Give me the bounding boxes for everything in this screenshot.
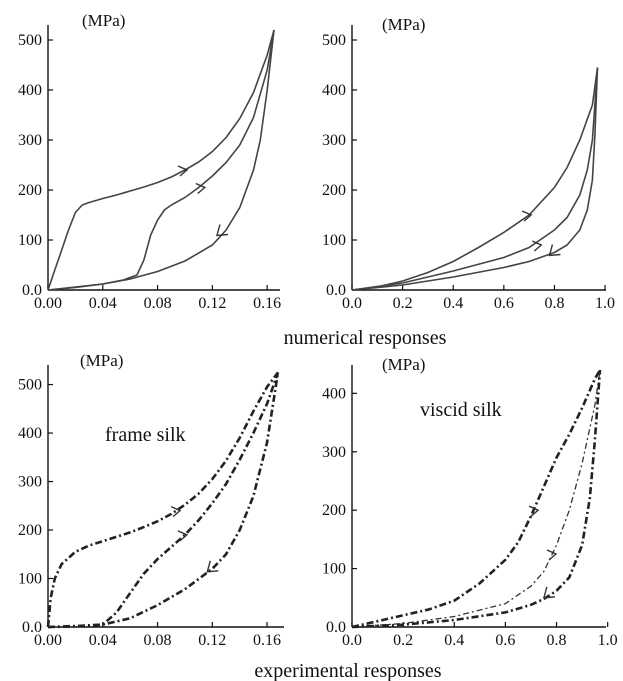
series-line-2 <box>47 29 275 291</box>
y-unit-label: (MPa) <box>82 11 125 30</box>
chart-top-right: 0.0 100 200 300 400 500 0.0 0.2 0.4 0.6 0.8 1.0 (MPa… <box>322 15 615 312</box>
x-tick-label: 0.08 <box>144 632 172 649</box>
direction-arrow-1 <box>528 505 540 517</box>
direction-arrow-3 <box>216 224 229 237</box>
direction-arrow-2 <box>531 240 543 252</box>
caption-numerical: numerical responses <box>284 327 447 349</box>
y-tick-label: 200 <box>322 502 346 519</box>
y-tick-label: 0.0 <box>326 619 346 636</box>
direction-arrow-1 <box>170 505 182 518</box>
caption-experimental: experimental responses <box>254 660 441 681</box>
x-tick-label: 0.04 <box>89 632 117 649</box>
y-tick-label: 100 <box>322 232 346 249</box>
y-tick-label: 0.0 <box>326 282 346 299</box>
x-tick-label: 0.2 <box>393 632 413 649</box>
y-tick-label: 500 <box>18 377 42 394</box>
y-tick-label: 100 <box>18 232 42 249</box>
y-tick-label: 400 <box>18 82 42 99</box>
y-tick-label: 500 <box>322 32 346 49</box>
x-tick-label: 0.12 <box>198 632 226 649</box>
x-tick-label: 0.0 <box>342 295 362 312</box>
x-tick-label: 0.00 <box>34 295 62 312</box>
y-unit-label: (MPa) <box>80 351 123 370</box>
x-tick-label: 0.4 <box>444 632 464 649</box>
y-tick-label: 300 <box>322 444 346 461</box>
panel-annotation: frame silk <box>105 424 186 446</box>
series-line-1 <box>351 369 602 629</box>
y-tick-label: 400 <box>322 385 346 402</box>
y-tick-label: 0.0 <box>22 619 42 636</box>
panel-annotation: viscid silk <box>420 399 502 421</box>
x-tick-label: 1.0 <box>598 632 618 649</box>
y-tick-label: 300 <box>18 474 42 491</box>
series-line-1 <box>47 29 275 291</box>
chart-top-left: 0.0 100 200 300 400 500 0.00 0.04 0.08 0.12 0.16 (M… <box>18 11 281 312</box>
y-tick-label: 300 <box>322 132 346 149</box>
x-tick-label: 1.0 <box>595 295 615 312</box>
y-tick-label: 200 <box>322 182 346 199</box>
y-tick-label: 200 <box>18 182 42 199</box>
series-line-3 <box>351 369 602 629</box>
chart-bottom-left: 0.0 100 200 300 400 500 0.00 0.04 0.08 0.12 0.16 (M… <box>18 351 284 649</box>
direction-arrow-3 <box>542 586 555 599</box>
series-line-3 <box>351 67 599 291</box>
direction-arrow-1 <box>521 210 533 222</box>
series-line-2 <box>351 67 599 291</box>
x-tick-label: 0.08 <box>144 295 172 312</box>
series-line-2 <box>351 369 601 628</box>
direction-arrow-1 <box>177 165 189 177</box>
x-tick-label: 0.4 <box>443 295 463 312</box>
x-tick-label: 0.6 <box>494 295 514 312</box>
y-tick-label: 200 <box>18 522 42 539</box>
x-tick-label: 0.0 <box>342 632 362 649</box>
direction-arrow-3 <box>206 560 219 573</box>
x-tick-label: 0.00 <box>34 632 62 649</box>
y-tick-label: 400 <box>322 82 346 99</box>
direction-arrow-2 <box>195 182 207 195</box>
series-line-3 <box>47 372 280 629</box>
x-tick-label: 0.8 <box>547 632 567 649</box>
direction-arrow-2 <box>177 530 189 542</box>
y-tick-label: 0.0 <box>22 282 42 299</box>
series-line-1 <box>351 67 599 291</box>
y-tick-label: 100 <box>322 561 346 578</box>
x-tick-label: 0.04 <box>89 295 117 312</box>
y-tick-label: 400 <box>18 425 42 442</box>
y-tick-label: 100 <box>18 571 42 588</box>
y-unit-label: (MPa) <box>382 355 425 374</box>
chart-bottom-right: 0.0 100 200 300 400 0.0 0.2 0.4 0.6 0.8 1.0 (MPa) vi… <box>322 355 618 649</box>
series-line-2 <box>47 371 280 629</box>
x-tick-label: 0.6 <box>495 632 515 649</box>
x-tick-label: 0.2 <box>393 295 413 312</box>
y-tick-label: 300 <box>18 132 42 149</box>
x-tick-label: 0.16 <box>253 632 281 649</box>
y-tick-label: 500 <box>18 32 42 49</box>
series-line-1 <box>46 371 280 628</box>
direction-arrow-2 <box>546 549 558 561</box>
x-tick-label: 0.16 <box>253 295 281 312</box>
x-tick-label: 0.12 <box>198 295 226 312</box>
y-unit-label: (MPa) <box>382 15 425 34</box>
x-tick-label: 0.8 <box>544 295 564 312</box>
series-line-3 <box>47 29 275 291</box>
direction-arrow-3 <box>548 244 561 257</box>
